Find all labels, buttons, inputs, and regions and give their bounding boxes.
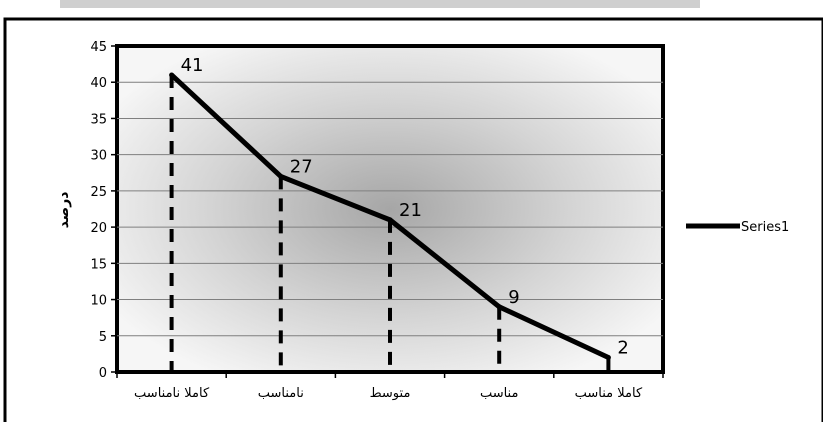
legend: Series1 — [686, 220, 789, 235]
data-label: 9 — [508, 287, 519, 308]
y-tick-label: 10 — [90, 294, 107, 309]
data-point — [387, 217, 393, 223]
data-point — [169, 72, 175, 78]
data-point — [278, 173, 284, 179]
y-axis-title: درصد — [56, 192, 72, 229]
data-labels: 41 27 21 9 2 — [181, 55, 629, 359]
y-tick-label: 0 — [99, 366, 107, 381]
y-tick-label: 45 — [90, 40, 107, 55]
y-tick-label: 5 — [99, 330, 107, 345]
top-cutoff-band — [60, 0, 700, 8]
y-tick-label: 15 — [90, 257, 107, 272]
data-point — [605, 355, 611, 361]
y-axis-ticks: 0 5 10 15 20 25 30 35 40 45 — [90, 40, 664, 381]
x-category-label: مناسب — [480, 386, 519, 401]
x-axis-labels: کاملا نامناسب نامناسب متوسط مناسب کاملا مناس… — [134, 386, 643, 401]
y-tick-label: 30 — [90, 149, 107, 164]
y-tick-label: 40 — [90, 76, 107, 91]
data-label: 21 — [399, 200, 422, 221]
data-label: 27 — [290, 156, 313, 177]
x-category-label: کاملا مناسب — [575, 386, 643, 401]
y-tick-label: 35 — [90, 112, 107, 127]
y-tick-label: 20 — [90, 221, 107, 236]
y-tick-label: 25 — [90, 185, 107, 200]
x-category-label: کاملا نامناسب — [134, 386, 210, 401]
plot-area — [115, 44, 665, 374]
data-label: 41 — [181, 55, 204, 76]
series-group — [169, 72, 611, 361]
legend-label-series1: Series1 — [741, 220, 789, 235]
data-point — [496, 304, 502, 310]
x-category-label: متوسط — [370, 386, 411, 401]
data-label: 2 — [617, 338, 628, 359]
x-category-label: نامناسب — [258, 386, 304, 401]
drop-lines — [169, 74, 611, 372]
